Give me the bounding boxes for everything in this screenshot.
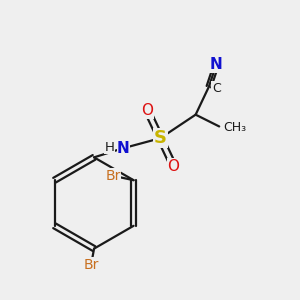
Text: N: N <box>117 141 130 156</box>
Text: Br: Br <box>83 258 99 272</box>
Text: C: C <box>212 82 220 95</box>
Text: N: N <box>210 57 223 72</box>
Text: CH₃: CH₃ <box>224 122 247 134</box>
Text: H: H <box>105 141 115 154</box>
Text: Br: Br <box>105 169 121 183</box>
Text: S: S <box>154 129 167 147</box>
Text: O: O <box>168 159 180 174</box>
Text: O: O <box>141 103 153 118</box>
